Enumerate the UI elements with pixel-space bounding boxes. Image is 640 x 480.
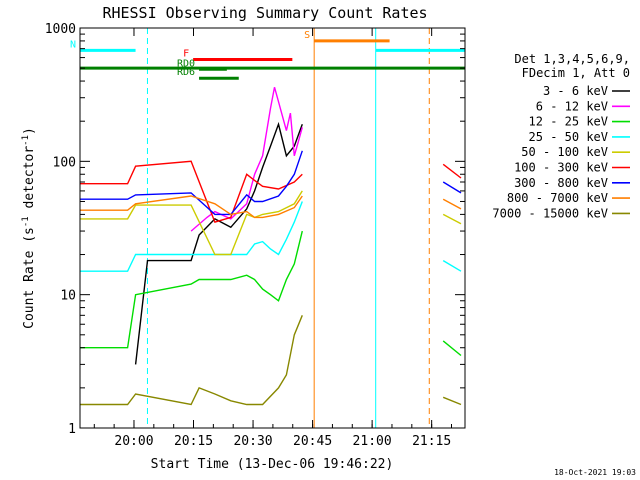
series-line-3 — [80, 201, 303, 272]
legend-label-7: 800 - 7000 keV — [507, 191, 608, 205]
series-segment-right-2 — [442, 340, 462, 357]
series-segment-right-5 — [442, 163, 462, 179]
flag-label-0: N — [70, 39, 76, 50]
flag-label-4: RD0 — [177, 58, 195, 69]
y-tick-label-1: 10 — [60, 289, 76, 304]
series-segment-right-8 — [442, 396, 462, 406]
series-segment-right-3 — [442, 259, 462, 272]
y-tick-label-3: 1000 — [45, 22, 76, 37]
series-segment-right-6 — [442, 181, 462, 194]
chart-title: RHESSI Observing Summary Count Rates — [102, 4, 427, 22]
axes: 20:00 20:15 20:30 20:45 21:00 21:15 1 10 100 1000 — [45, 22, 466, 449]
x-tick-label-2: 20:30 — [233, 434, 272, 449]
x-tick-label-1: 20:15 — [174, 434, 213, 449]
series-line-8 — [80, 315, 303, 406]
series-segment-right-7 — [442, 198, 462, 210]
x-axis-label: Start Time (13-Dec-06 19:46:22) — [151, 457, 394, 472]
legend: Det 1,3,4,5,6,9,FDecim 1, Att 0 3 - 6 keV… — [492, 52, 630, 220]
series-line-4 — [80, 190, 303, 256]
legend-label-2: 12 - 25 keV — [529, 115, 608, 129]
x-tick-label-0: 20:00 — [114, 434, 153, 449]
y-tick-label-2: 100 — [53, 155, 76, 170]
legend-label-1: 6 - 12 keV — [536, 99, 608, 113]
series-line-0 — [134, 121, 303, 365]
y-axis-label: Count Rate (s-1 detector-1) — [21, 127, 37, 329]
series-line-2 — [80, 230, 303, 349]
legend-label-0: 3 - 6 keV — [543, 84, 608, 98]
x-tick-label-4: 21:00 — [353, 434, 392, 449]
series-line-7 — [80, 195, 303, 219]
legend-label-5: 100 - 300 keV — [514, 161, 608, 175]
generation-timestamp: 18-Oct-2021 19:03 — [554, 468, 636, 477]
series-line-5 — [80, 160, 303, 223]
y-tick-label-0: 1 — [68, 422, 76, 437]
legend-label-4: 50 - 100 keV — [521, 145, 608, 159]
legend-header-0: Det 1,3,4,5,6,9, — [514, 52, 630, 66]
legend-label-8: 7000 - 15000 keV — [492, 206, 608, 220]
flag-label-2: S — [304, 30, 310, 41]
x-tick-label-5: 21:15 — [412, 434, 451, 449]
flag-label-5: RD6 — [177, 67, 195, 78]
legend-label-3: 25 - 50 keV — [529, 130, 608, 144]
flag-label-3: F — [183, 49, 189, 60]
series-segment-right-4 — [442, 213, 462, 225]
legend-header-1: FDecim 1, Att 0 — [522, 66, 630, 80]
x-tick-label-3: 20:45 — [293, 434, 332, 449]
legend-label-6: 300 - 800 keV — [514, 176, 608, 190]
series-line-6 — [80, 150, 303, 216]
